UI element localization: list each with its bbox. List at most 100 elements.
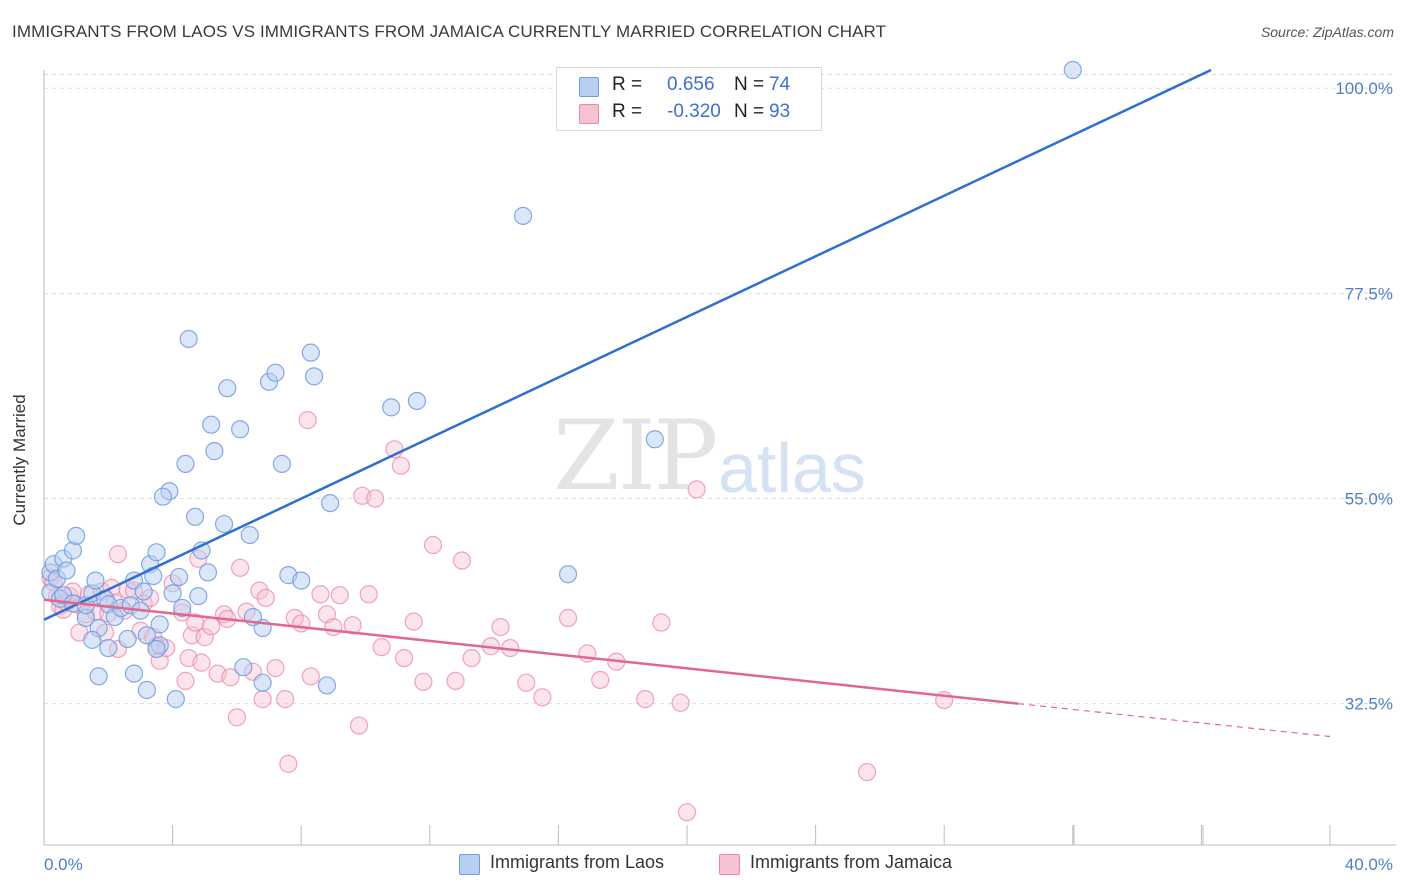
- point-laos-73: [83, 630, 102, 649]
- point-laos-35: [173, 598, 192, 618]
- legend-swatch-laos: [579, 77, 599, 97]
- point-laos-56: [321, 493, 340, 513]
- series-legend: Immigrants from Laos Immigrants from Jam…: [0, 852, 1406, 878]
- y-tick-label-0: 32.5%: [1345, 695, 1393, 714]
- point-laos-20: [118, 629, 137, 649]
- point-laos-50: [266, 363, 285, 382]
- point-laos-38: [186, 507, 205, 526]
- point-laos-45: [218, 379, 237, 398]
- point-laos-68: [253, 673, 272, 692]
- point-laos-8: [67, 526, 86, 546]
- point-jamaica-66: [404, 612, 423, 631]
- point-jamaica-31: [176, 671, 195, 690]
- point-laos-54: [301, 343, 320, 362]
- point-jamaica-47: [266, 659, 285, 678]
- point-laos-43: [205, 442, 224, 461]
- point-jamaica-36: [195, 628, 214, 647]
- point-laos-28: [147, 543, 166, 562]
- point-laos-6: [57, 561, 76, 580]
- legend-swatch-jamaica: [579, 104, 599, 124]
- point-jamaica-49: [279, 754, 298, 773]
- watermark-atlas: atlas: [718, 429, 866, 507]
- point-laos-41: [198, 563, 218, 582]
- point-laos-39: [189, 586, 208, 606]
- legend-r-value-laos: 0.656: [667, 74, 715, 95]
- legend-r-value-jamaica: -0.320: [667, 101, 721, 122]
- legend-swatch-jamaica-bottom: [719, 854, 740, 875]
- legend-n-label-jamaica: N =: [734, 101, 765, 122]
- trend-line-jamaica: [43, 598, 1019, 705]
- point-jamaica-54: [311, 585, 330, 604]
- y-tick-label-1: 55.0%: [1345, 490, 1393, 509]
- point-jamaica-59: [349, 716, 369, 735]
- point-laos-24: [134, 582, 153, 601]
- point-jamaica-70: [452, 551, 472, 570]
- axes: [43, 70, 1396, 846]
- legend-r-label-jamaica: R =: [612, 101, 643, 122]
- point-jamaica-63: [372, 638, 391, 657]
- point-laos-32: [153, 487, 173, 506]
- point-jamaica-89: [192, 653, 211, 672]
- point-jamaica-83: [671, 693, 690, 712]
- point-jamaica-62: [366, 489, 385, 508]
- point-laos-36: [176, 454, 195, 473]
- legend-n-label-laos: N =: [734, 74, 765, 95]
- point-jamaica-52: [298, 411, 317, 430]
- point-laos-57: [382, 398, 401, 417]
- point-jamaica-90: [253, 690, 272, 709]
- legend-label-jamaica: Immigrants from Jamaica: [750, 852, 953, 872]
- point-jamaica-57: [330, 586, 349, 605]
- point-laos-59: [513, 206, 533, 225]
- point-jamaica-42: [231, 558, 250, 577]
- point-laos-71: [147, 639, 166, 659]
- point-laos-60: [558, 565, 578, 584]
- point-laos-70: [99, 638, 118, 658]
- point-laos-65: [124, 664, 144, 683]
- point-laos-14: [86, 571, 105, 590]
- tick-labels: 32.5% 55.0% 77.5% 100.0% 0.0% 40.0%: [44, 79, 1393, 874]
- point-laos-44: [214, 514, 234, 534]
- x-tick-label-1: 40.0%: [1345, 855, 1393, 874]
- point-jamaica-75: [517, 673, 536, 692]
- trend-line-jamaica-extension: [1018, 703, 1331, 738]
- point-laos-66: [166, 690, 185, 709]
- point-laos-37: [179, 329, 198, 349]
- point-laos-46: [231, 420, 250, 439]
- point-jamaica-91: [394, 648, 414, 668]
- legend-n-value-jamaica: 93: [769, 101, 791, 122]
- point-laos-42: [202, 415, 221, 434]
- point-laos-29: [150, 615, 169, 634]
- correlation-legend: R = 0.656 N = 74 R = -0.320 N = 93: [556, 67, 822, 131]
- point-laos-53: [292, 571, 311, 590]
- point-jamaica-56: [324, 617, 343, 637]
- point-laos-58: [407, 391, 427, 411]
- y-tick-label-2: 77.5%: [1345, 284, 1393, 303]
- point-jamaica-51: [292, 614, 311, 633]
- point-jamaica-82: [652, 613, 671, 632]
- x-tick-label-0: 0.0%: [44, 855, 83, 874]
- point-jamaica-48: [276, 690, 295, 709]
- point-jamaica-73: [491, 617, 510, 637]
- point-laos-47: [240, 525, 259, 545]
- y-tick-label-3: 100.0%: [1335, 79, 1393, 98]
- points-laos: [41, 60, 1082, 709]
- point-jamaica-79: [591, 670, 610, 690]
- point-jamaica-69: [446, 671, 465, 690]
- source-label: Source: ZipAtlas.com: [1260, 24, 1394, 40]
- point-jamaica-71: [462, 648, 481, 668]
- trend-lines: [43, 68, 1331, 738]
- point-jamaica-65: [391, 456, 410, 475]
- point-jamaica-77: [558, 608, 578, 628]
- point-laos-33: [163, 584, 182, 603]
- point-laos-63: [137, 680, 156, 700]
- point-jamaica-18: [108, 545, 128, 564]
- point-laos-51: [272, 454, 292, 473]
- point-laos-67: [234, 658, 253, 677]
- point-jamaica-45: [250, 581, 269, 600]
- point-laos-62: [1063, 60, 1082, 80]
- point-laos-61: [645, 430, 664, 449]
- point-jamaica-53: [301, 667, 320, 686]
- legend-n-value-laos: 74: [769, 74, 791, 95]
- point-laos-34: [169, 567, 189, 587]
